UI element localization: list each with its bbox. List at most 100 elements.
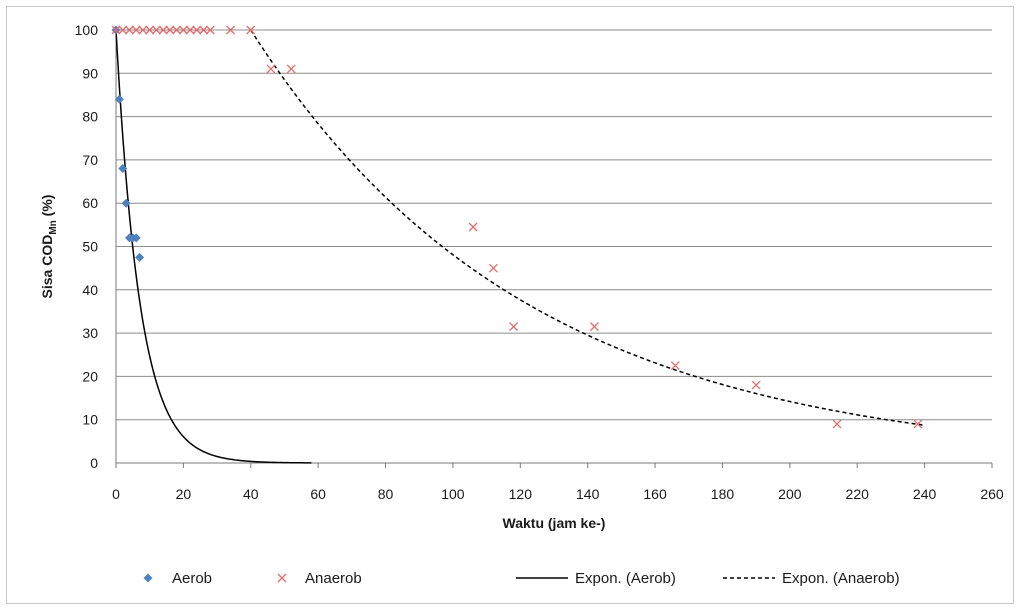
point-anaerob-23 <box>670 361 680 371</box>
y-tick-label-0: 0 <box>90 455 98 471</box>
x-tick-label-0: 0 <box>112 486 120 502</box>
point-anaerob-16 <box>246 25 256 35</box>
x-tick-label-140: 140 <box>576 486 600 502</box>
point-anaerob-14 <box>205 25 215 35</box>
point-anaerob-21-stroke-b <box>509 322 519 332</box>
point-aerob-1 <box>114 94 124 104</box>
y-tick-label-90: 90 <box>82 65 98 81</box>
point-anaerob-7 <box>158 25 168 35</box>
y-tick-label-70: 70 <box>82 152 98 168</box>
point-anaerob-12-stroke-b <box>192 25 202 35</box>
y-tick-label-100: 100 <box>75 22 99 38</box>
x-tick-label-20: 20 <box>176 486 192 502</box>
legend-marker-anaerob-cross <box>277 573 287 583</box>
point-anaerob-23-stroke-b <box>670 361 680 371</box>
y-tick-label-80: 80 <box>82 109 98 125</box>
x-tick-label-180: 180 <box>711 486 735 502</box>
y-tick-label-30: 30 <box>82 325 98 341</box>
trendline-expon-aerob <box>115 29 312 464</box>
point-anaerob-13 <box>199 25 209 35</box>
x-tick-label-120: 120 <box>509 486 533 502</box>
x-tick-label-200: 200 <box>778 486 802 502</box>
x-tick-label-40: 40 <box>243 486 259 502</box>
point-anaerob-2 <box>125 25 134 35</box>
y-axis-title-subscript: Mn <box>48 220 59 234</box>
point-anaerob-24 <box>751 380 761 390</box>
point-anaerob-6 <box>151 25 161 35</box>
legend-label-expon-anaerob: Expon. (Anaerob) <box>782 570 900 587</box>
point-anaerob-8-stroke-b <box>165 25 175 35</box>
x-tick-label-260: 260 <box>980 486 1004 502</box>
point-layer <box>111 25 923 429</box>
point-anaerob-4-stroke-b <box>138 25 148 35</box>
point-anaerob-17-stroke-b <box>266 64 276 74</box>
point-anaerob-3-stroke-b <box>131 25 141 35</box>
point-anaerob-5 <box>145 25 155 35</box>
point-anaerob-10 <box>178 25 188 35</box>
point-anaerob-19 <box>468 222 478 232</box>
point-anaerob-18 <box>286 64 296 74</box>
point-anaerob-0-stroke-b <box>111 25 121 35</box>
x-tick-label-100: 100 <box>441 486 465 502</box>
y-tick-label-20: 20 <box>82 368 98 384</box>
point-anaerob-12 <box>192 25 202 35</box>
legend-item-expon-anaerob: Expon. (Anaerob) <box>723 570 900 587</box>
point-aerob-7 <box>135 252 145 262</box>
chart-frame <box>6 6 1014 604</box>
point-anaerob-9-stroke-b <box>172 25 182 35</box>
point-anaerob-6-stroke-b <box>151 25 161 35</box>
point-anaerob-13-stroke-b <box>199 25 209 35</box>
legend-marker-anaerob-cross-stroke-b <box>277 573 287 583</box>
point-anaerob-18-stroke-b <box>286 64 296 74</box>
point-anaerob-14-stroke-b <box>205 25 215 35</box>
legend-item-expon-aerob: Expon. (Aerob) <box>516 570 676 587</box>
legend-label-expon-aerob: Expon. (Aerob) <box>575 570 676 587</box>
point-anaerob-16-stroke-b <box>246 25 256 35</box>
point-anaerob-2-stroke-b <box>125 25 134 35</box>
legend-item-anaerob: Anaerob <box>277 570 362 587</box>
point-anaerob-26 <box>913 419 923 429</box>
point-anaerob-7-stroke-b <box>158 25 168 35</box>
y-axis-title-main: Sisa COD <box>39 235 55 299</box>
legend-label-anaerob: Anaerob <box>305 570 362 587</box>
point-anaerob-15 <box>226 25 236 35</box>
point-anaerob-24-stroke-b <box>751 380 761 390</box>
point-anaerob-17 <box>266 64 276 74</box>
point-aerob-2 <box>118 164 128 174</box>
point-aerob-3 <box>121 198 131 208</box>
point-anaerob-10-stroke-b <box>178 25 188 35</box>
point-anaerob-8 <box>165 25 175 35</box>
point-anaerob-20 <box>488 263 498 273</box>
x-tick-label-220: 220 <box>846 486 870 502</box>
x-tick-label-80: 80 <box>378 486 394 502</box>
point-aerob-6 <box>131 233 141 243</box>
y-tick-label-10: 10 <box>82 412 98 428</box>
y-tick-label-40: 40 <box>82 282 98 298</box>
point-anaerob-19-stroke-b <box>468 222 478 232</box>
trendline-expon-anaerob <box>250 29 925 427</box>
point-anaerob-0 <box>111 25 121 35</box>
point-anaerob-5-stroke-b <box>145 25 155 35</box>
legend: Aerob Anaerob Expon. (Aerob) Expon. (Ana… <box>143 570 900 587</box>
y-axis-title: Sisa CODMn (%) <box>39 195 59 299</box>
y-tick-label-50: 50 <box>82 239 98 255</box>
legend-marker-aerob <box>143 573 153 583</box>
point-anaerob-9 <box>172 25 182 35</box>
point-anaerob-22-stroke-b <box>589 322 599 332</box>
point-anaerob-20-stroke-b <box>488 263 498 273</box>
point-anaerob-1-stroke-b <box>118 25 128 35</box>
y-axis-title-unit: (%) <box>39 195 55 221</box>
point-anaerob-21 <box>509 322 519 332</box>
x-tick-label-160: 160 <box>643 486 667 502</box>
point-anaerob-4 <box>138 25 148 35</box>
point-anaerob-3 <box>131 25 141 35</box>
trend-layer <box>115 29 925 464</box>
legend-marker-anaerob <box>277 573 287 583</box>
legend-label-aerob: Aerob <box>172 570 212 587</box>
x-axis-title: Waktu (jam ke-) <box>503 515 606 531</box>
point-anaerob-22 <box>589 322 599 332</box>
point-anaerob-11-stroke-b <box>185 25 195 35</box>
x-tick-label-240: 240 <box>913 486 937 502</box>
point-anaerob-26-stroke-b <box>913 419 923 429</box>
